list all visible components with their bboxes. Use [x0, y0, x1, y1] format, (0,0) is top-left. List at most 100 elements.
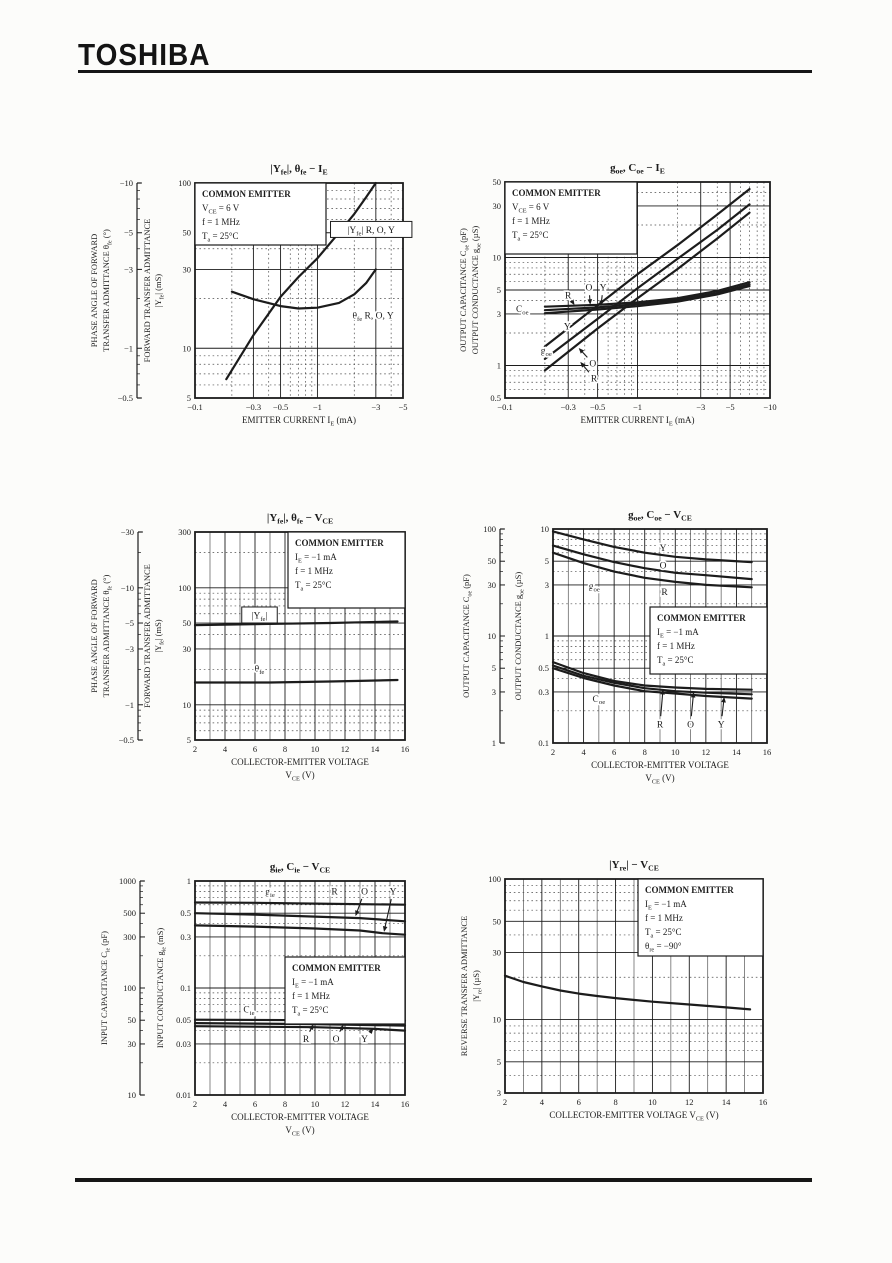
- x-tick-label: 10: [311, 744, 320, 754]
- x-tick-label: 2: [551, 747, 555, 757]
- series--yfe-: [193, 620, 399, 627]
- conditions-box: [284, 956, 406, 1025]
- x-axis-label: EMITTER CURRENT IE (mA): [581, 415, 695, 427]
- y-axis-label: FORWARD TRANSFER ADMITTANCE: [142, 564, 152, 708]
- curve-label: Y: [390, 888, 397, 898]
- outer-tick-label: 50: [488, 556, 497, 566]
- y-axis-label: OUTPUT CAPACITANCE Coe (pF): [458, 228, 470, 352]
- footer-rule: [75, 1178, 812, 1182]
- outer-tick-label: 1000: [119, 876, 136, 886]
- x-tick-label: 2: [193, 744, 197, 754]
- arrowhead: [599, 300, 604, 307]
- outer-axis-label: PHASE ANGLE OF FORWARD: [89, 234, 99, 348]
- curve-label: R: [591, 375, 598, 385]
- condition-line: COMMON EMITTER: [295, 538, 384, 548]
- chart-yfe-thetafe-vs-vce: COMMON EMITTER IE = −1 mA f = 1 MHz Ta = 25…: [89, 512, 409, 782]
- outer-tick-label: 100: [483, 524, 496, 534]
- arrowhead: [578, 348, 585, 354]
- series-goe-o: [543, 203, 751, 360]
- outer-tick-label: 5: [492, 663, 496, 673]
- outer-tick-label: −30: [121, 527, 134, 537]
- outer-axis-label: PHASE ANGLE OF FORWARD: [89, 579, 99, 693]
- x-tick-label: 12: [341, 1099, 350, 1109]
- curve-label: Cie: [243, 1006, 254, 1017]
- condition-line: COMMON EMITTER: [512, 188, 601, 198]
- curve-label: R: [303, 1035, 310, 1045]
- x-tick-label: −1: [633, 402, 642, 412]
- condition-line: COMMON EMITTER: [292, 963, 381, 973]
- arrowhead: [690, 691, 696, 698]
- arrowhead: [308, 1024, 314, 1031]
- x-tick-label: 2: [503, 1097, 507, 1107]
- y-axis-label: INPUT CONDUCTANCE gie (mS): [155, 928, 167, 1049]
- series--fe-r-o-y: [230, 268, 377, 310]
- curve-label: R: [331, 888, 338, 898]
- condition-line: Ta = 25°C: [295, 580, 331, 592]
- x-tick-label: 8: [643, 747, 647, 757]
- y-tick-label: 5: [497, 1057, 501, 1067]
- toshiba-logo: TOSHIBA: [78, 38, 211, 72]
- x-tick-label: 14: [371, 744, 380, 754]
- x-tick-label: 10: [311, 1099, 320, 1109]
- plot-border: [504, 878, 764, 1094]
- label-box: [241, 606, 278, 624]
- conditions-box: [287, 531, 406, 609]
- condition-line: f = 1 MHz: [292, 991, 330, 1001]
- condition-line: COMMON EMITTER: [202, 189, 291, 199]
- curve-label: Y: [600, 283, 607, 293]
- outer-tick-label: 30: [488, 580, 497, 590]
- curve-label: |Yfe|: [252, 612, 268, 623]
- label-arrow: [660, 691, 664, 717]
- outer-axis-label: TRANSFER ADMITTANCE θfe (°): [101, 229, 113, 352]
- y-axis-label: |Yfe| (mS): [153, 274, 165, 307]
- y-tick-label: 300: [178, 527, 191, 537]
- arrowhead: [587, 299, 593, 305]
- outer-tick-label: −0.5: [118, 393, 133, 403]
- condition-line: VCE = 6 V: [202, 203, 240, 215]
- outer-tick-label: 100: [123, 983, 136, 993]
- series-goe-r: [543, 211, 751, 372]
- curve-label: θfe: [255, 665, 265, 676]
- outer-tick-label: −1: [124, 343, 133, 353]
- condition-line: θre = −90°: [645, 941, 682, 953]
- outer-tick-label: 30: [128, 1039, 137, 1049]
- x-tick-label: −5: [726, 402, 735, 412]
- x-tick-label: 6: [253, 1099, 257, 1109]
- conditions-box: [504, 181, 638, 255]
- outer-tick-label: 50: [128, 1015, 137, 1025]
- y-tick-label: 30: [183, 264, 192, 274]
- x-tick-label: −0.3: [561, 402, 576, 412]
- x-tick-label: −3: [371, 402, 380, 412]
- x-tick-label: 12: [702, 747, 711, 757]
- series-cie-y: [193, 1025, 407, 1032]
- condition-line: Ta = 25°C: [202, 231, 238, 243]
- x-axis-label: VCE (V): [285, 1125, 314, 1137]
- y-tick-label: 3: [497, 309, 501, 319]
- series-goe-o: [551, 544, 753, 581]
- x-axis-label: COLLECTOR-EMITTER VOLTAGE VCE (V): [549, 1110, 718, 1122]
- condition-line: f = 1 MHz: [512, 216, 550, 226]
- arrowhead: [580, 361, 586, 368]
- x-tick-label: 14: [722, 1097, 731, 1107]
- condition-line: f = 1 MHz: [657, 641, 695, 651]
- x-axis-label: COLLECTOR-EMITTER VOLTAGE: [591, 760, 729, 770]
- y-tick-label: 10: [183, 343, 192, 353]
- label-arrow: [356, 898, 363, 914]
- series-gie-o: [193, 912, 407, 923]
- label-box: [330, 220, 413, 238]
- outer-tick-label: 1: [492, 738, 496, 748]
- curve-label: goe: [541, 347, 552, 358]
- series--yre-: [503, 974, 752, 1011]
- x-tick-label: −10: [763, 402, 776, 412]
- y-tick-label: 3: [545, 580, 549, 590]
- y-axis-label: |Yre| (µS): [471, 970, 483, 1002]
- chart-yre-vs-vce: COMMON EMITTER IE = −1 mA f = 1 MHz Ta = 25…: [459, 859, 767, 1122]
- y-tick-label: 1: [187, 876, 191, 886]
- y-tick-label: 0.5: [490, 393, 501, 403]
- x-tick-label: −3: [696, 402, 705, 412]
- condition-line: COMMON EMITTER: [645, 885, 734, 895]
- curve-label: Y: [660, 544, 667, 554]
- y-axis-label: OUTPUT CONDUCTANCE goe (µS): [470, 226, 482, 355]
- x-tick-label: −0.1: [497, 402, 512, 412]
- condition-line: Ta = 25°C: [512, 230, 548, 242]
